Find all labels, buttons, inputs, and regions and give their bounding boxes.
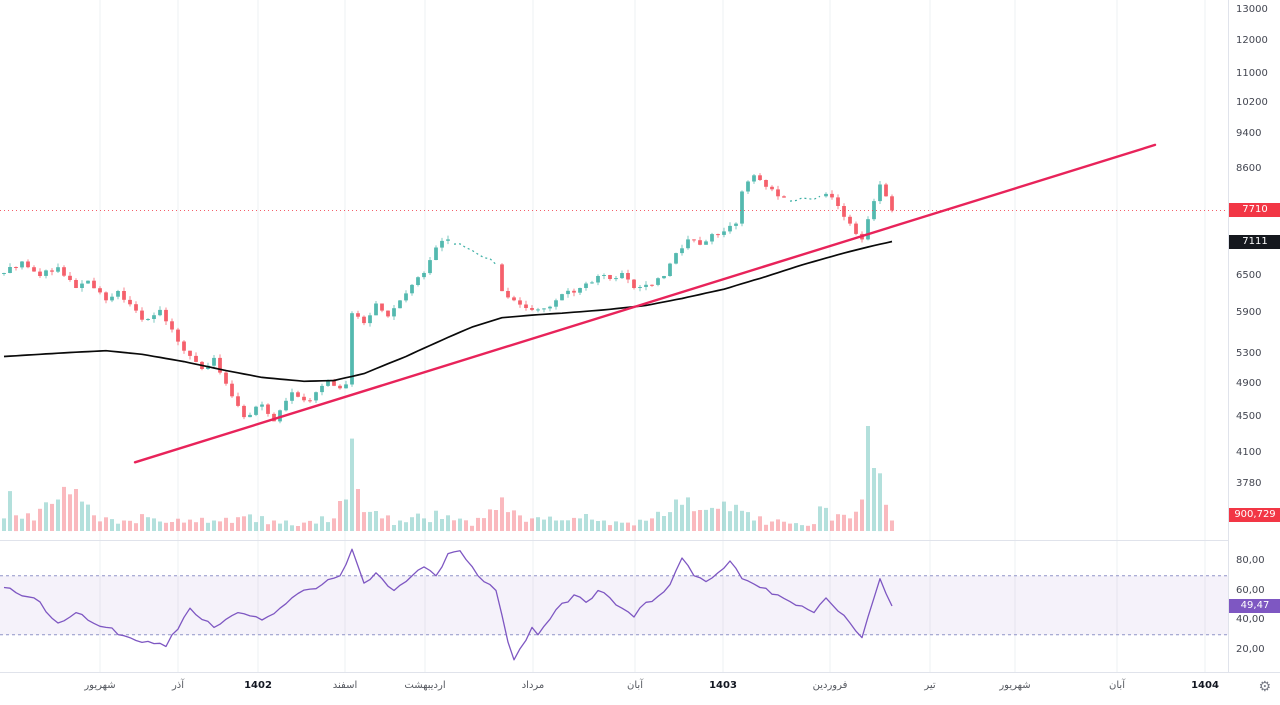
rsi-axis-label: 40,00	[1236, 614, 1265, 625]
rsi-axis-label: 60,00	[1236, 585, 1265, 596]
time-axis-label[interactable]: شهریور	[84, 680, 116, 691]
time-axis-label[interactable]: 1404	[1191, 680, 1219, 691]
time-axis-label[interactable]: 1403	[709, 680, 737, 691]
rsi-axis-label: 80,00	[1236, 555, 1265, 566]
price-axis-label: 4100	[1236, 447, 1262, 458]
price-axis-label: 3780	[1236, 478, 1262, 489]
price-axis-label: 12000	[1236, 35, 1268, 46]
price-axis-label: 5300	[1236, 348, 1262, 359]
last-price-badge: 7710	[1229, 203, 1280, 217]
time-axis-label[interactable]: شهریور	[999, 680, 1031, 691]
price-axis-label: 5900	[1236, 307, 1262, 318]
rsi-value-badge: 49,47	[1229, 599, 1280, 613]
time-axis-label[interactable]: فروردین	[812, 680, 848, 691]
time-axis-label[interactable]: اردیبهشت	[404, 680, 446, 691]
price-axis-label: 4900	[1236, 378, 1262, 389]
price-axis[interactable]: 7710 7111 900,729 49,47 13000 12000 11000 1…	[1228, 0, 1280, 672]
price-axis-label: 6500	[1236, 270, 1262, 281]
volume-value-badge: 900,729	[1229, 508, 1280, 522]
price-axis-label: 4500	[1236, 411, 1262, 422]
price-axis-label: 13000	[1236, 4, 1268, 15]
ma-value-badge: 7111	[1229, 235, 1280, 249]
time-axis-label[interactable]: 1402	[244, 680, 272, 691]
time-axis-label[interactable]: مرداد	[521, 680, 545, 691]
time-axis-label[interactable]: آذر	[171, 680, 185, 691]
time-axis-label[interactable]: آبان	[627, 680, 643, 691]
time-axis-label[interactable]: اسفند	[332, 680, 358, 691]
price-axis-label: 10200	[1236, 97, 1268, 108]
price-axis-label: 8600	[1236, 163, 1262, 174]
time-axis[interactable]: ⚙ شهریور آذر 1402 اسفند اردیبهشت مرداد آبان 140…	[0, 672, 1280, 705]
settings-icon[interactable]: ⚙	[1258, 679, 1271, 695]
time-axis-label[interactable]: تیر	[924, 680, 936, 691]
price-axis-label: 9400	[1236, 128, 1262, 139]
price-axis-label: 11000	[1236, 68, 1268, 79]
time-axis-label[interactable]: آبان	[1109, 680, 1125, 691]
rsi-axis-label: 20,00	[1236, 644, 1265, 655]
chart-plot-area[interactable]	[0, 0, 1228, 672]
